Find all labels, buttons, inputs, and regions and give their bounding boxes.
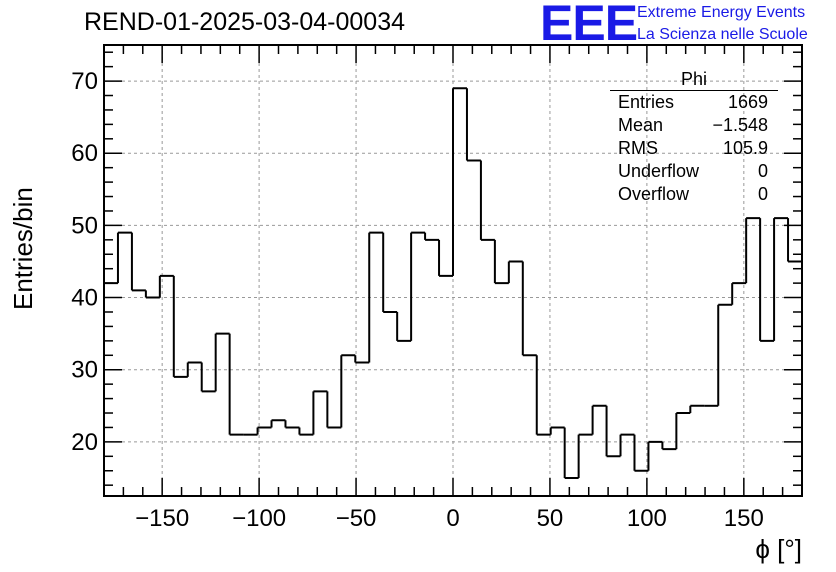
stats-row-rms: RMS 105.9 xyxy=(610,137,778,160)
histogram-bin xyxy=(340,354,356,428)
stats-value: 1669 xyxy=(727,92,768,112)
histogram-bin xyxy=(521,261,537,357)
logo-subtitle-2: La Scienza nelle Scuole xyxy=(637,26,808,43)
histogram-bin xyxy=(661,441,677,451)
stats-row-overflow: Overflow 0 xyxy=(610,183,778,206)
histogram-series xyxy=(104,87,802,479)
x-tick-label: 50 xyxy=(537,505,564,532)
histogram-bin xyxy=(479,160,495,241)
stats-label: Overflow xyxy=(618,184,690,204)
x-tick-label: 100 xyxy=(627,505,667,532)
x-tick-label: 150 xyxy=(724,505,764,532)
histogram-bin xyxy=(130,232,146,292)
logo-subtitle-1: Extreme Energy Events xyxy=(637,4,806,21)
histogram-bin xyxy=(493,239,509,285)
stats-value: −1.548 xyxy=(712,115,768,135)
stats-title: Phi xyxy=(610,68,778,91)
stats-label: Underflow xyxy=(618,161,700,181)
y-tick-label: 50 xyxy=(71,212,98,239)
y-tick-label: 20 xyxy=(71,429,98,456)
stats-value: 0 xyxy=(757,184,768,204)
histogram-bin xyxy=(465,88,481,162)
y-tick-label: 30 xyxy=(71,357,98,384)
histogram-bin xyxy=(605,405,621,458)
stats-value: 0 xyxy=(757,161,768,181)
histogram-bin xyxy=(507,260,523,284)
tick-labels: −150 −100 −50 0 50 100 150 20 30 40 50 60 70 xyxy=(71,68,764,532)
histogram-bin xyxy=(549,426,565,435)
y-tick-label: 70 xyxy=(71,68,98,95)
histogram-bin xyxy=(200,362,216,393)
axis-ticks xyxy=(103,45,803,496)
histogram-bin xyxy=(731,282,747,305)
stats-value: 105.9 xyxy=(722,138,768,158)
histogram-bin xyxy=(745,217,761,284)
histogram-bin xyxy=(452,87,467,276)
stats-box: Phi Entries 1669 Mean −1.548 RMS 105.9 U… xyxy=(610,68,778,206)
histogram-bin xyxy=(773,217,789,341)
histogram-bin xyxy=(144,290,160,299)
histogram-bin xyxy=(619,433,635,457)
histogram-bin xyxy=(270,419,286,428)
histogram-bin xyxy=(424,232,440,241)
histogram-bin xyxy=(354,355,370,364)
histogram-bin xyxy=(312,390,328,435)
y-axis-label: Entries/bin xyxy=(8,187,38,310)
histogram-bin xyxy=(284,420,300,429)
histogram-bin xyxy=(675,412,691,450)
histogram-bin xyxy=(256,426,272,435)
stats-row-mean: Mean −1.548 xyxy=(610,114,778,137)
histogram-bin xyxy=(689,404,705,414)
histogram-bin xyxy=(396,311,412,342)
histogram-bin xyxy=(410,231,426,341)
stats-label: Mean xyxy=(618,115,664,135)
y-tick-label: 60 xyxy=(71,140,98,167)
histogram-bin xyxy=(563,427,579,479)
histogram-bin xyxy=(228,333,244,436)
histogram-bin xyxy=(298,427,314,436)
stats-row-underflow: Underflow 0 xyxy=(610,160,778,183)
run-title: REND-01-2025-03-04-00034 xyxy=(84,8,406,36)
x-tick-label: −150 xyxy=(135,505,189,532)
histogram-bin xyxy=(535,355,551,436)
histogram-bin xyxy=(591,404,607,435)
histogram-bin xyxy=(382,232,398,313)
histogram-bin xyxy=(633,434,649,472)
y-tick-label: 40 xyxy=(71,285,98,312)
histogram-bin xyxy=(326,391,342,429)
stats-label: Entries xyxy=(618,92,675,112)
x-tick-label: 0 xyxy=(446,505,459,532)
x-tick-label: −50 xyxy=(336,505,377,532)
histogram-bin xyxy=(186,361,202,377)
histogram-bin xyxy=(116,231,132,284)
stats-label: RMS xyxy=(618,138,658,158)
histogram-bin xyxy=(759,218,775,342)
histogram-bin xyxy=(214,332,230,392)
histogram-bin xyxy=(717,303,733,406)
histogram-bin xyxy=(172,275,188,378)
histogram-bin xyxy=(647,440,663,471)
stats-row-entries: Entries 1669 xyxy=(610,91,778,114)
histogram-bin xyxy=(438,239,453,277)
x-axis-label: ϕ [°] xyxy=(755,534,802,564)
eee-logo: EEE xyxy=(540,0,638,51)
histogram-bin xyxy=(158,274,174,298)
histogram-bin xyxy=(368,231,384,363)
x-tick-label: −100 xyxy=(232,505,286,532)
histogram-bin xyxy=(577,433,593,478)
